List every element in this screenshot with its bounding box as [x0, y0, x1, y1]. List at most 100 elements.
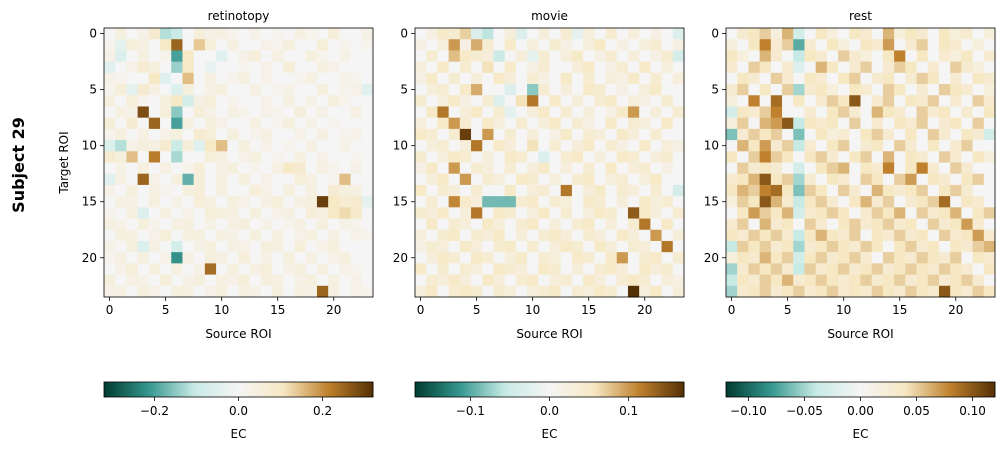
- colorbar-segment: [160, 382, 163, 397]
- heatmap-cell: [972, 218, 985, 231]
- colorbar-segment: [553, 382, 557, 397]
- heatmap-cell: [770, 50, 783, 63]
- heatmap-cell: [104, 140, 116, 152]
- heatmap-cell: [549, 61, 562, 74]
- heatmap-cell: [328, 39, 340, 51]
- heatmap-cell: [972, 274, 985, 287]
- heatmap-cell: [171, 229, 183, 242]
- colorbar-segment: [748, 382, 752, 397]
- colorbar-segment: [473, 382, 476, 397]
- heatmap-cell: [549, 151, 562, 163]
- heatmap-cell: [249, 128, 262, 141]
- heatmap-cell: [950, 95, 962, 107]
- colorbar-segment: [540, 382, 544, 397]
- heatmap-cell: [538, 50, 550, 63]
- heatmap-cell: [426, 207, 438, 220]
- heatmap-cell: [126, 218, 139, 231]
- colorbar: −0.2 0.0 0.2EC: [103, 381, 374, 441]
- heatmap-cell: [193, 263, 206, 276]
- heatmap-cell: [905, 196, 918, 208]
- heatmap-cell: [594, 173, 607, 186]
- colorbar-segment: [632, 382, 636, 397]
- heatmap-cell: [249, 162, 262, 175]
- heatmap-cell: [137, 140, 150, 152]
- heatmap-cell: [182, 84, 195, 96]
- heatmap-cell: [748, 28, 761, 40]
- heatmap-cell: [639, 61, 651, 74]
- heatmap-cell: [459, 72, 472, 85]
- heatmap-cell: [972, 61, 985, 74]
- heatmap-cell: [549, 72, 562, 85]
- heatmap-cell: [938, 50, 951, 63]
- heatmap-cell: [583, 263, 595, 276]
- heatmap-cell: [882, 128, 895, 141]
- heatmap-cell: [650, 128, 663, 141]
- heatmap-cell: [860, 207, 873, 220]
- heatmap-cell: [504, 50, 517, 63]
- heatmap-cell: [639, 263, 651, 276]
- heatmap-cell: [527, 61, 539, 74]
- heatmap-cell: [328, 274, 340, 287]
- heatmap-cell: [583, 252, 595, 264]
- heatmap-cell: [605, 263, 618, 276]
- heatmap-cell: [871, 184, 884, 197]
- heatmap-cell: [471, 128, 483, 141]
- colorbar-segment: [970, 382, 973, 397]
- heatmap-cell: [849, 173, 861, 186]
- heatmap-cell: [104, 162, 116, 175]
- colorbar-segment: [236, 382, 239, 397]
- heatmap-cell: [294, 218, 307, 231]
- heatmap-cell: [482, 84, 494, 96]
- heatmap-cell: [283, 106, 296, 119]
- heatmap-cell: [204, 50, 217, 63]
- heatmap-cell: [339, 28, 352, 40]
- colorbar-segment: [659, 382, 662, 397]
- heatmap-cell: [260, 39, 273, 51]
- heatmap-cell: [782, 61, 794, 74]
- heatmap-cell: [661, 218, 674, 231]
- colorbar-segment: [947, 382, 951, 397]
- heatmap-cell: [328, 117, 340, 130]
- heatmap-cell: [594, 285, 607, 298]
- heatmap-cell: [815, 162, 828, 175]
- heatmap-cell: [415, 84, 427, 96]
- heatmap-cell: [860, 128, 873, 141]
- heatmap-cell: [260, 140, 273, 152]
- heatmap-cell: [361, 84, 374, 96]
- heatmap-cell: [459, 61, 472, 74]
- colorbar-segment: [880, 382, 884, 397]
- heatmap-cell: [437, 240, 450, 253]
- heatmap-cell: [871, 117, 884, 130]
- heatmap-cell: [171, 95, 183, 107]
- heatmap-cell: [927, 84, 940, 96]
- heatmap-cell: [938, 207, 951, 220]
- colorbar-segment: [256, 382, 260, 397]
- heatmap-cell: [838, 72, 850, 85]
- heatmap-cell: [193, 184, 206, 197]
- heatmap-cell: [726, 173, 738, 186]
- heatmap-cell: [927, 39, 940, 51]
- heatmap-cell: [294, 28, 307, 40]
- heatmap-cell: [672, 173, 685, 186]
- heatmap-cell: [972, 117, 985, 130]
- heatmap-cell: [148, 84, 161, 96]
- heatmap-cell: [328, 128, 340, 141]
- heatmap-cell: [748, 184, 761, 197]
- heatmap-cell: [238, 207, 251, 220]
- heatmap-cell: [560, 117, 573, 130]
- heatmap-cell: [672, 263, 685, 276]
- heatmap-cell: [204, 285, 217, 298]
- heatmap-cell: [849, 128, 861, 141]
- heatmap-cell: [182, 196, 195, 208]
- heatmap-cell: [448, 106, 461, 119]
- heatmap-cell: [193, 50, 206, 63]
- heatmap-cell: [804, 274, 817, 287]
- heatmap-cell: [793, 50, 805, 63]
- heatmap-cell: [182, 173, 195, 186]
- colorbar-segment: [480, 382, 483, 397]
- colorbar-segment: [759, 382, 763, 397]
- heatmap-cell: [661, 162, 674, 175]
- heatmap-cell: [815, 285, 828, 298]
- heatmap-cell: [115, 84, 127, 96]
- colorbar-segment: [189, 382, 192, 397]
